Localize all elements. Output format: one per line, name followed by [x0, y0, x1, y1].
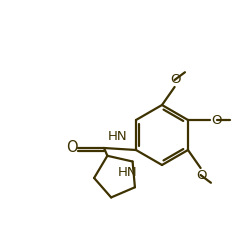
Text: O: O [210, 113, 220, 127]
Text: HN: HN [117, 165, 137, 179]
Text: O: O [196, 169, 206, 182]
Text: O: O [66, 140, 78, 156]
Text: O: O [170, 73, 180, 86]
Text: HN: HN [108, 130, 127, 143]
